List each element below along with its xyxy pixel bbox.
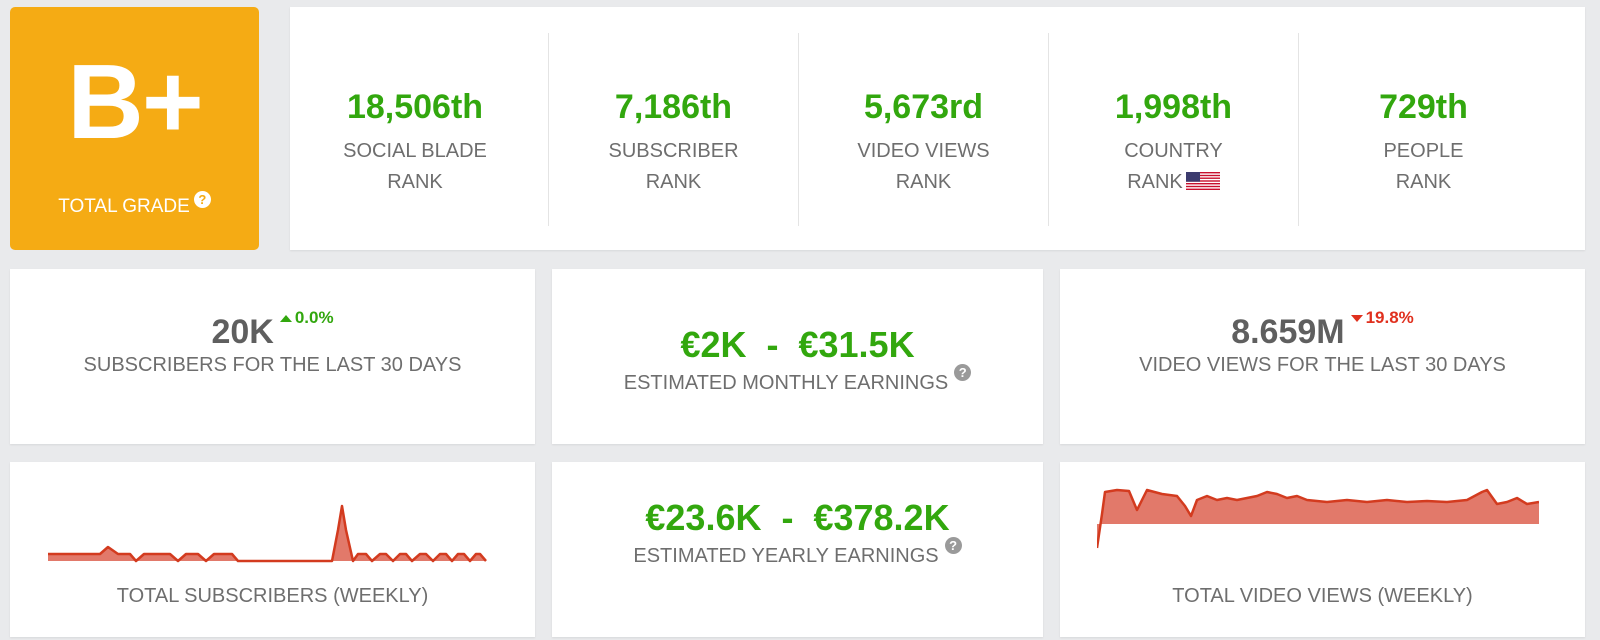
rank-label-line2: RANK: [1127, 171, 1183, 193]
rank-label: PEOPLE RANK: [1299, 136, 1548, 198]
subscribers-sparkline: [48, 504, 487, 563]
monthly-earnings-value: €2K - €31.5K: [680, 324, 915, 365]
subscribers-30d-card: 20K 0.0% SUBSCRIBERS FOR THE LAST 30 DAYS: [10, 269, 535, 444]
subscribers-value: 20K: [211, 313, 274, 351]
monthly-earnings-label: ESTIMATED MONTHLY EARNINGS: [623, 372, 949, 394]
subscribers-chart-label: TOTAL SUBSCRIBERS (WEEKLY): [116, 585, 429, 607]
rank-value: 5,673rd: [863, 88, 984, 126]
rank-label-line2: RANK: [387, 171, 443, 193]
views-value: 8.659M: [1231, 313, 1345, 351]
subscribers-delta: 0.0%: [279, 308, 334, 327]
rank-label: VIDEO VIEWS RANK: [799, 136, 1048, 198]
rank-country: 1,998th COUNTRY RANK: [1048, 33, 1298, 226]
grade-label: TOTAL GRADE: [58, 196, 190, 217]
views-sparkline-line: [1097, 488, 1539, 549]
ranks-card: 18,506th SOCIAL BLADE RANK 7,186th SUBSC…: [290, 7, 1585, 250]
rank-label-line2: RANK: [895, 171, 952, 193]
total-grade-card: B+ TOTAL GRADE?: [10, 7, 259, 250]
arrow-up-icon: [279, 315, 292, 323]
monthly-earnings-label-row: ESTIMATED MONTHLY EARNINGS?: [552, 364, 1043, 396]
rank-video-views: 5,673rd VIDEO VIEWS RANK: [798, 33, 1048, 226]
rank-label-line1: COUNTRY: [1124, 140, 1223, 162]
rank-label: SOCIAL BLADE RANK: [290, 136, 540, 198]
rank-label-line1: PEOPLE: [1383, 140, 1464, 162]
views-delta-text: 19.8%: [1365, 308, 1414, 327]
views-30d-card: 8.659M 19.8% VIDEO VIEWS FOR THE LAST 30 …: [1060, 269, 1585, 444]
subscribers-delta-text: 0.0%: [294, 308, 334, 327]
subscribers-value-row: 20K 0.0%: [10, 308, 535, 352]
help-icon[interactable]: ?: [954, 364, 972, 381]
rank-value: 7,186th: [614, 88, 733, 126]
monthly-earnings-card: €2K - €31.5K ESTIMATED MONTHLY EARNINGS?: [552, 269, 1043, 444]
yearly-earnings-value: €23.6K - €378.2K: [645, 497, 950, 538]
rank-label: SUBSCRIBER RANK: [549, 136, 798, 198]
views-label: VIDEO VIEWS FOR THE LAST 30 DAYS: [1139, 354, 1506, 376]
grade-label-row: TOTAL GRADE?: [10, 191, 259, 219]
subscribers-weekly-card: TOTAL SUBSCRIBERS (WEEKLY): [10, 462, 535, 637]
views-delta: 19.8%: [1350, 308, 1414, 327]
subscribers-sparkline-area: [48, 506, 486, 561]
rank-label-line2-row: RANK: [1049, 167, 1298, 198]
views-chart-label: TOTAL VIDEO VIEWS (WEEKLY): [1172, 585, 1473, 607]
subscribers-sparkline-line: [48, 504, 487, 563]
rank-label-line1: SUBSCRIBER: [608, 140, 739, 162]
rank-subscriber: 7,186th SUBSCRIBER RANK: [548, 33, 798, 226]
rank-people: 729th PEOPLE RANK: [1298, 33, 1548, 226]
views-value-row: 8.659M 19.8%: [1060, 308, 1585, 352]
yearly-earnings-label: ESTIMATED YEARLY EARNINGS: [633, 545, 939, 567]
grade-letter: B+: [67, 43, 203, 161]
help-icon[interactable]: ?: [193, 191, 211, 208]
rank-label-line1: VIDEO VIEWS: [857, 140, 990, 162]
help-icon[interactable]: ?: [944, 537, 962, 554]
yearly-earnings-card: €23.6K - €378.2K ESTIMATED YEARLY EARNIN…: [552, 462, 1043, 637]
rank-label-line2: RANK: [645, 171, 702, 193]
rank-value: 18,506th: [346, 88, 484, 126]
rank-value: 729th: [1379, 88, 1468, 126]
arrow-down-icon: [1350, 315, 1363, 323]
views-sparkline: [1097, 488, 1539, 549]
rank-social-blade: 18,506th SOCIAL BLADE RANK: [290, 33, 540, 226]
rank-label: COUNTRY RANK: [1049, 136, 1298, 198]
views-weekly-card: TOTAL VIDEO VIEWS (WEEKLY): [1060, 462, 1585, 637]
subscribers-label: SUBSCRIBERS FOR THE LAST 30 DAYS: [83, 354, 462, 376]
us-flag-icon: [1185, 172, 1220, 191]
rank-label-line1: SOCIAL BLADE: [343, 140, 487, 162]
yearly-earnings-label-row: ESTIMATED YEARLY EARNINGS?: [552, 537, 1043, 569]
rank-value: 1,998th: [1114, 88, 1233, 126]
rank-label-line2: RANK: [1395, 171, 1452, 193]
views-sparkline-area: [1097, 490, 1539, 548]
